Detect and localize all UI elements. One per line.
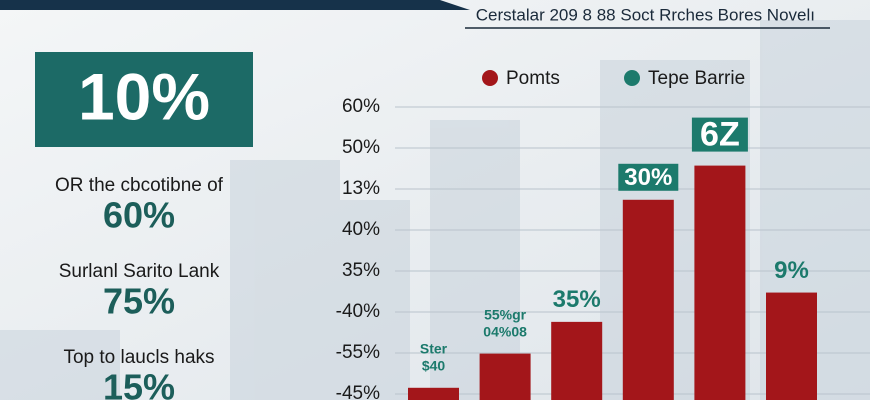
chart: Pomts Tepe Barrie 60% 50% 13% 40% 35% -40% -55% -… [336, 68, 870, 400]
bar [694, 165, 746, 400]
item-label: Top to laucls haks [63, 347, 214, 368]
item-label: OR the cbcotibne of [55, 175, 224, 196]
annotation: 6Z [700, 116, 740, 154]
highlight-box [35, 52, 253, 147]
highlight-value: 10% [78, 59, 210, 133]
header-bar [0, 0, 470, 10]
item-value: 60% [103, 195, 175, 236]
annotation: 9% [774, 257, 809, 284]
bar [408, 387, 459, 400]
y-axis-label: 40% [342, 219, 380, 240]
y-axis-label: 35% [342, 260, 380, 281]
bar [622, 199, 674, 400]
y-axis-label: 50% [342, 137, 380, 158]
annotation: $40 [422, 357, 446, 373]
item-value: 15% [103, 367, 175, 400]
y-axis-label: 13% [342, 178, 380, 199]
y-axis-label: -40% [336, 301, 380, 322]
annotation: 35% [553, 286, 601, 313]
annotation: 30% [624, 164, 672, 191]
item-label: Surlanl Sarito Lank [59, 261, 220, 282]
item-value: 75% [103, 281, 175, 322]
annotation-box [618, 163, 679, 191]
y-axis-label: 60% [342, 96, 380, 117]
y-axis-label: -45% [336, 383, 380, 400]
annotation-box [691, 117, 748, 152]
annotation: Ster [420, 340, 448, 356]
legend-label: Tepe Barrie [648, 68, 745, 89]
bar [551, 321, 603, 400]
legend-swatch [624, 70, 640, 86]
legend-swatch [482, 70, 498, 86]
header-title: Cerstalar 209 8 88 Soct Rrches Bores Nov… [476, 5, 815, 24]
annotation: 04%08 [483, 323, 527, 339]
y-axis-label: -55% [336, 342, 380, 363]
bar [766, 292, 817, 400]
legend-label: Pomts [506, 68, 560, 89]
annotation: 55%gr [484, 306, 527, 322]
bar [479, 353, 531, 400]
